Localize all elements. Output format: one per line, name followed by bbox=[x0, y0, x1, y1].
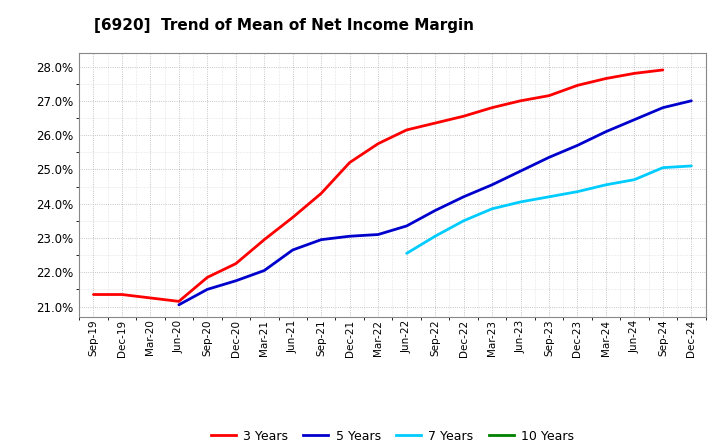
5 Years bbox=[374, 232, 382, 237]
Line: 7 Years: 7 Years bbox=[407, 166, 691, 253]
5 Years bbox=[516, 169, 525, 174]
7 Years bbox=[459, 218, 468, 224]
5 Years bbox=[459, 194, 468, 199]
5 Years bbox=[431, 208, 439, 213]
Line: 5 Years: 5 Years bbox=[179, 101, 691, 305]
Line: 3 Years: 3 Years bbox=[94, 70, 663, 301]
5 Years bbox=[174, 302, 183, 308]
3 Years bbox=[659, 67, 667, 73]
3 Years bbox=[146, 295, 155, 301]
5 Years bbox=[630, 117, 639, 122]
3 Years bbox=[232, 261, 240, 266]
7 Years bbox=[630, 177, 639, 182]
Legend: 3 Years, 5 Years, 7 Years, 10 Years: 3 Years, 5 Years, 7 Years, 10 Years bbox=[206, 425, 579, 440]
7 Years bbox=[687, 163, 696, 169]
7 Years bbox=[402, 251, 411, 256]
7 Years bbox=[545, 194, 554, 199]
3 Years bbox=[602, 76, 611, 81]
7 Years bbox=[431, 234, 439, 239]
3 Years bbox=[402, 127, 411, 132]
5 Years bbox=[545, 155, 554, 160]
3 Years bbox=[573, 83, 582, 88]
3 Years bbox=[630, 71, 639, 76]
5 Years bbox=[602, 129, 611, 134]
5 Years bbox=[317, 237, 325, 242]
3 Years bbox=[260, 237, 269, 242]
5 Years bbox=[402, 224, 411, 229]
3 Years bbox=[289, 215, 297, 220]
5 Years bbox=[260, 268, 269, 273]
7 Years bbox=[516, 199, 525, 205]
5 Years bbox=[687, 98, 696, 103]
5 Years bbox=[659, 105, 667, 110]
5 Years bbox=[289, 247, 297, 253]
3 Years bbox=[516, 98, 525, 103]
3 Years bbox=[487, 105, 496, 110]
7 Years bbox=[602, 182, 611, 187]
3 Years bbox=[174, 299, 183, 304]
5 Years bbox=[232, 278, 240, 283]
3 Years bbox=[459, 114, 468, 119]
3 Years bbox=[203, 275, 212, 280]
3 Years bbox=[431, 121, 439, 126]
3 Years bbox=[89, 292, 98, 297]
5 Years bbox=[346, 234, 354, 239]
5 Years bbox=[487, 182, 496, 187]
7 Years bbox=[659, 165, 667, 170]
5 Years bbox=[203, 287, 212, 292]
Text: [6920]  Trend of Mean of Net Income Margin: [6920] Trend of Mean of Net Income Margi… bbox=[94, 18, 474, 33]
3 Years bbox=[317, 191, 325, 196]
3 Years bbox=[117, 292, 126, 297]
3 Years bbox=[374, 141, 382, 146]
3 Years bbox=[346, 160, 354, 165]
7 Years bbox=[487, 206, 496, 212]
7 Years bbox=[573, 189, 582, 194]
5 Years bbox=[573, 143, 582, 148]
3 Years bbox=[545, 93, 554, 98]
